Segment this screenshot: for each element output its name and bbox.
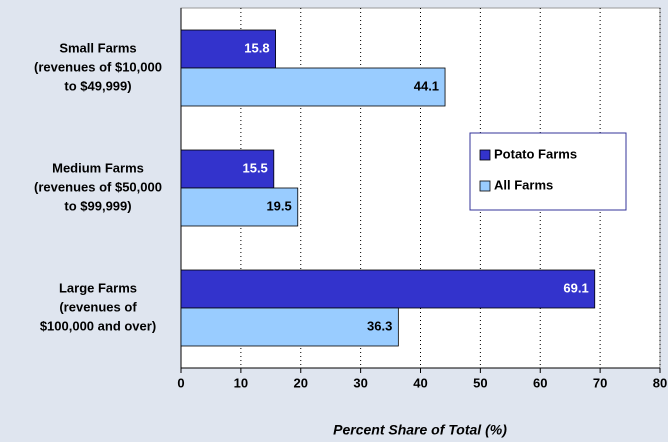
legend-swatch	[479, 149, 491, 161]
bar	[180, 67, 446, 107]
y-tick-label: to $99,999)	[64, 198, 131, 213]
x-tick-label: 70	[593, 375, 607, 390]
bar	[180, 149, 275, 189]
bar	[180, 307, 399, 347]
x-axis-title: Percent Share of Total (%)	[333, 422, 507, 438]
y-tick-label: Large Farms	[59, 280, 137, 295]
x-tick-label: 10	[234, 375, 248, 390]
x-tick-label: 50	[473, 375, 487, 390]
data-label: 36.3	[367, 318, 392, 333]
bar	[180, 269, 596, 309]
x-tick-label: 0	[177, 375, 184, 390]
data-label: 19.5	[266, 198, 291, 213]
legend-label: All Farms	[494, 177, 553, 192]
data-label: 15.8	[244, 40, 269, 55]
y-tick-label: to $49,999)	[64, 78, 131, 93]
bar	[180, 187, 299, 227]
data-label: 15.5	[242, 160, 267, 175]
x-tick-label: 30	[353, 375, 367, 390]
y-tick-label: (revenues of	[59, 299, 137, 314]
legend	[469, 132, 627, 211]
data-label: 44.1	[414, 78, 439, 93]
x-tick-label: 20	[294, 375, 308, 390]
y-tick-label: Medium Farms	[52, 160, 144, 175]
legend-label: Potato Farms	[494, 146, 577, 161]
y-tick-label: $100,000 and over)	[40, 318, 156, 333]
x-tick-label: 60	[533, 375, 547, 390]
data-label: 69.1	[563, 280, 588, 295]
legend-swatch	[479, 180, 491, 192]
y-tick-label: (revenues of $50,000	[34, 179, 162, 194]
y-tick-label: (revenues of $10,000	[34, 59, 162, 74]
x-tick-label: 80	[653, 375, 667, 390]
y-tick-label: Small Farms	[59, 40, 136, 55]
x-tick-label: 40	[413, 375, 427, 390]
